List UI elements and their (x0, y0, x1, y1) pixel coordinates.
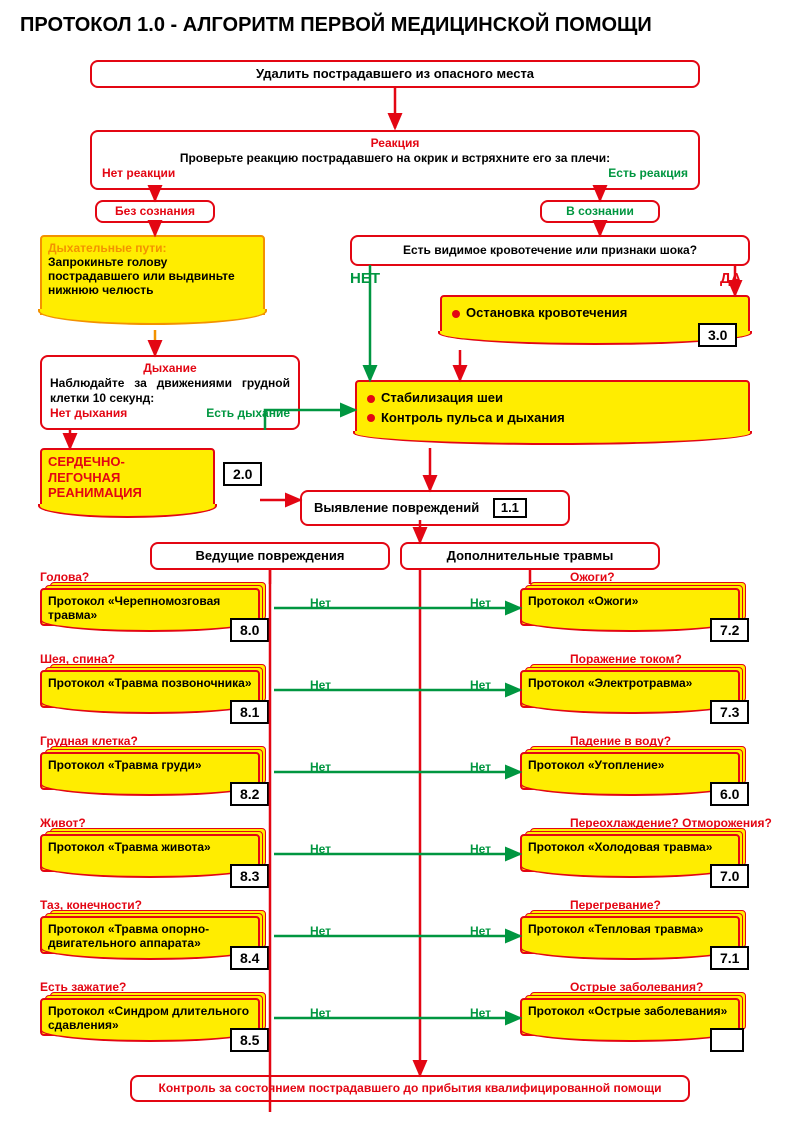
net-left-5: Нет (310, 1006, 331, 1020)
stabilize-block: Стабилизация шеиКонтроль пульса и дыхани… (355, 380, 750, 435)
net-right-3: Нет (470, 842, 491, 856)
ref-3-0: 3.0 (698, 323, 737, 347)
bleeding-question: Есть видимое кровотечение или признаки ш… (350, 235, 750, 266)
net-left-3: Нет (310, 842, 331, 856)
net-left-1: Нет (310, 678, 331, 692)
net-left-0: Нет (310, 596, 331, 610)
ref-8.2: 8.2 (230, 782, 269, 806)
ref-7.1: 7.1 (710, 946, 749, 970)
ref-7.2: 7.2 (710, 618, 749, 642)
net-right-1: Нет (470, 678, 491, 692)
net-left-2: Нет (310, 760, 331, 774)
step-remove-victim: Удалить пострадавшего из опасного места (90, 60, 700, 88)
reaction-box: РеакцияПроверьте реакцию пострадавшего н… (90, 130, 700, 190)
ref-7.0: 7.0 (710, 864, 749, 888)
net-right-2: Нет (470, 760, 491, 774)
footer-box: Контроль за состоянием пострадавшего до … (130, 1075, 690, 1102)
page-title: ПРОТОКОЛ 1.0 - АЛГОРИТМ ПЕРВОЙ МЕДИЦИНСК… (20, 14, 652, 37)
label-no: НЕТ (350, 270, 380, 287)
col-right-header: Дополнительные травмы (400, 542, 660, 570)
ref-blank (710, 1028, 744, 1052)
label-yes: ДА (720, 270, 742, 287)
breathing-box: ДыханиеНаблюдайте за движениями грудной … (40, 355, 300, 430)
airway-block: Дыхательные пути:Запрокиньте голову пост… (40, 235, 265, 315)
detect-box: Выявление повреждений 1.1 (300, 490, 570, 526)
net-left-4: Нет (310, 924, 331, 938)
state-conscious: В сознании (540, 200, 660, 223)
flowchart-stage: ПРОТОКОЛ 1.0 - АЛГОРИТМ ПЕРВОЙ МЕДИЦИНСК… (0, 0, 795, 1125)
ref-6.0: 6.0 (710, 782, 749, 806)
ref-8.3: 8.3 (230, 864, 269, 888)
ref-2-0: 2.0 (223, 462, 262, 486)
cpr-block: СЕРДЕЧНО- ЛЕГОЧНАЯ РЕАНИМАЦИЯ (40, 448, 215, 508)
ref-7.3: 7.3 (710, 700, 749, 724)
state-unconscious: Без сознания (95, 200, 215, 223)
ref-8.1: 8.1 (230, 700, 269, 724)
net-right-5: Нет (470, 1006, 491, 1020)
net-right-0: Нет (470, 596, 491, 610)
net-right-4: Нет (470, 924, 491, 938)
col-left-header: Ведущие повреждения (150, 542, 390, 570)
